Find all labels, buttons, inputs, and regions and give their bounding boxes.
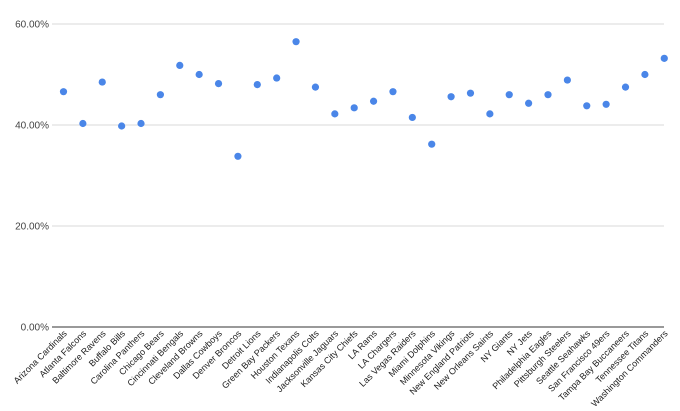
data-point xyxy=(311,83,320,91)
y-axis-tick-labels: 0.00% 20.00% 40.00% 60.00% xyxy=(15,20,49,334)
data-point xyxy=(273,74,281,82)
data-point xyxy=(389,88,397,96)
gridlines xyxy=(52,23,664,328)
data-point xyxy=(331,110,339,118)
data-point xyxy=(156,91,164,99)
data-point xyxy=(466,89,475,97)
y-tick-label: 60.00% xyxy=(15,20,49,31)
data-point xyxy=(447,93,455,101)
data-point xyxy=(214,79,223,88)
data-point xyxy=(563,76,571,84)
data-point xyxy=(253,81,261,89)
data-point xyxy=(369,97,378,105)
data-points xyxy=(59,38,668,160)
data-point xyxy=(660,54,668,62)
data-point xyxy=(525,99,533,107)
data-point xyxy=(350,104,358,112)
data-point xyxy=(544,91,552,99)
data-point xyxy=(408,113,416,122)
y-tick-label: 0.00% xyxy=(21,323,49,334)
data-point xyxy=(583,102,591,110)
data-point xyxy=(59,88,68,96)
data-point xyxy=(98,78,106,86)
y-tick-label: 20.00% xyxy=(15,222,49,233)
data-point xyxy=(118,122,126,130)
data-point xyxy=(79,119,87,128)
data-point xyxy=(641,70,649,79)
data-point xyxy=(292,38,300,46)
data-point xyxy=(602,100,610,108)
data-point xyxy=(621,83,630,91)
data-point xyxy=(428,140,436,148)
y-tick-label: 40.00% xyxy=(15,121,49,132)
data-point xyxy=(486,110,494,118)
data-point xyxy=(234,152,242,160)
data-point xyxy=(176,61,184,70)
data-point xyxy=(195,70,203,79)
data-point xyxy=(505,91,513,99)
data-point xyxy=(137,119,145,128)
